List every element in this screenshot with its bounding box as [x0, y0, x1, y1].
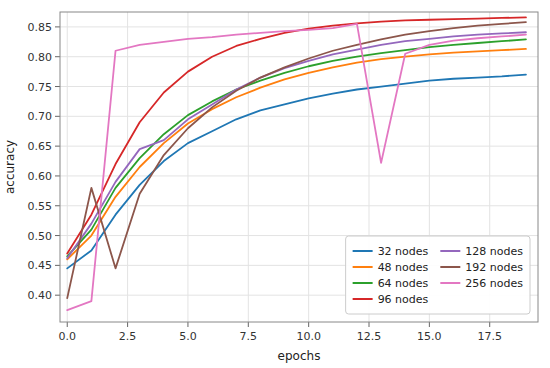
series-line: [67, 32, 526, 258]
legend-swatch: [440, 250, 460, 252]
y-grid-line: [60, 146, 538, 147]
y-tick-label: 0.55: [28, 200, 53, 213]
y-tick-label: 0.65: [28, 140, 53, 153]
series-lines: [67, 17, 526, 310]
legend-swatch: [440, 266, 460, 268]
y-tick-label: 0.75: [28, 81, 53, 94]
y-tick: [55, 235, 60, 236]
legend-item: 128 nodes: [440, 245, 523, 258]
legend-swatch: [353, 282, 373, 284]
legend-item: 256 nodes: [440, 277, 523, 290]
legend-label: 128 nodes: [465, 245, 523, 258]
y-tick: [55, 26, 60, 27]
x-tick: [489, 322, 490, 327]
x-grid-line: [248, 12, 249, 322]
x-tick: [248, 322, 249, 327]
y-grid-line: [60, 56, 538, 57]
legend-label: 32 nodes: [378, 245, 429, 258]
y-axis-label: accuracy: [3, 140, 17, 194]
legend-item: 32 nodes: [353, 245, 429, 258]
x-tick: [67, 322, 68, 327]
y-tick-label: 0.45: [28, 259, 53, 272]
series-line: [67, 24, 526, 310]
x-tick: [429, 322, 430, 327]
x-tick: [127, 322, 128, 327]
x-tick-label: 12.5: [357, 330, 382, 343]
y-tick: [55, 56, 60, 57]
x-tick: [187, 322, 188, 327]
x-tick-label: 0.0: [58, 330, 76, 343]
legend-swatch: [353, 266, 373, 268]
y-tick-label: 0.40: [28, 289, 53, 302]
legend: 32 nodes 48 nodes 64 nodes 96 nodes 128 node…: [346, 236, 530, 314]
x-tick-label: 10.0: [296, 330, 321, 343]
y-tick: [55, 205, 60, 206]
x-tick-label: 17.5: [477, 330, 502, 343]
y-grid-line: [60, 86, 538, 87]
y-tick-label: 0.50: [28, 230, 53, 243]
legend-label: 96 nodes: [378, 293, 429, 306]
y-tick-label: 0.80: [28, 51, 53, 64]
legend-label: 192 nodes: [465, 261, 523, 274]
y-tick: [55, 175, 60, 176]
y-tick: [55, 295, 60, 296]
legend-item: 192 nodes: [440, 261, 523, 274]
legend-swatch: [353, 298, 373, 300]
legend-label: 48 nodes: [378, 261, 429, 274]
y-tick-label: 0.85: [28, 21, 53, 34]
series-line: [67, 39, 526, 256]
legend-background: [346, 236, 530, 314]
legend-item: 64 nodes: [353, 277, 429, 290]
y-tick: [55, 265, 60, 266]
y-grid-line: [60, 116, 538, 117]
legend-label: 64 nodes: [378, 277, 429, 290]
y-tick-label: 0.60: [28, 170, 53, 183]
legend-item: 48 nodes: [353, 261, 429, 274]
x-tick: [308, 322, 309, 327]
legend-swatch: [353, 250, 373, 252]
legend-label: 256 nodes: [465, 277, 523, 290]
series-line: [67, 17, 526, 253]
x-tick-label: 2.5: [119, 330, 137, 343]
chart-container: 0.0 2.5 5.0 7.5 10.0 12.5 15.0 17.5 0.40 0.45 0.50…: [0, 0, 550, 368]
x-axis-label: epochs: [278, 349, 321, 363]
y-tick: [55, 146, 60, 147]
x-tick: [369, 322, 370, 327]
x-tick-label: 15.0: [417, 330, 442, 343]
x-tick-label: 7.5: [240, 330, 258, 343]
x-tick-label: 5.0: [179, 330, 197, 343]
grid: [60, 12, 538, 322]
legend-item: 96 nodes: [353, 293, 429, 306]
plot-frame: [60, 12, 538, 322]
y-tick-label: 0.70: [28, 110, 53, 123]
chart-svg: 0.0 2.5 5.0 7.5 10.0 12.5 15.0 17.5 0.40 0.45 0.50…: [0, 0, 550, 368]
y-grid-line: [60, 205, 538, 206]
y-tick: [55, 116, 60, 117]
x-grid-line: [187, 12, 188, 322]
x-grid-line: [67, 12, 68, 322]
legend-swatch: [440, 282, 460, 284]
y-tick: [55, 86, 60, 87]
axes: 0.0 2.5 5.0 7.5 10.0 12.5 15.0 17.5 0.40 0.45 0.50…: [28, 12, 539, 343]
